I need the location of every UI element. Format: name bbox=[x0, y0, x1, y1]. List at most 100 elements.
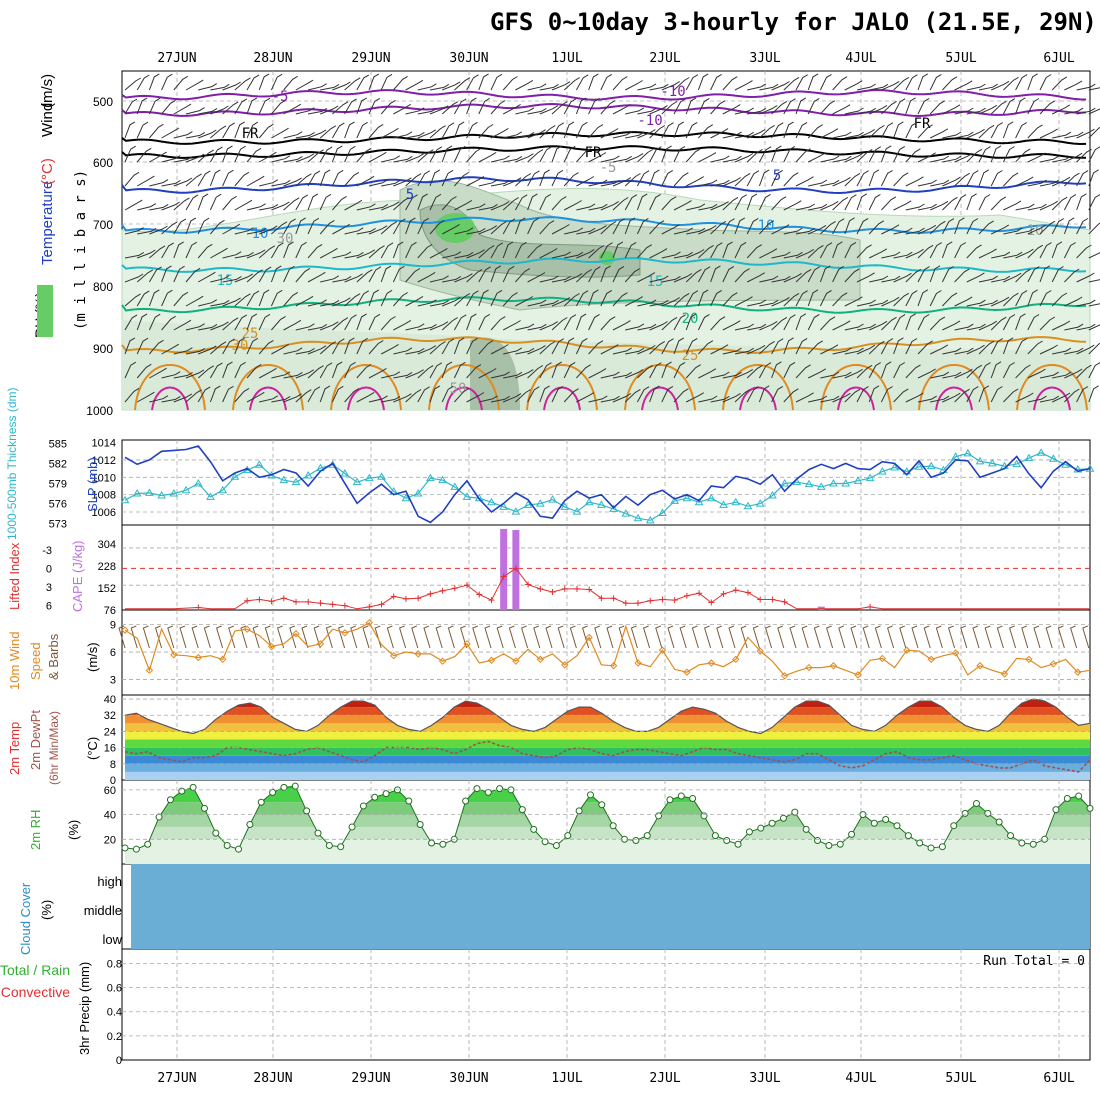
wind-barb bbox=[1039, 290, 1052, 307]
wind-barb bbox=[356, 147, 372, 163]
wind-barb bbox=[301, 625, 309, 649]
li-point bbox=[268, 598, 275, 605]
wind-barb bbox=[478, 179, 498, 187]
rh-point bbox=[711, 832, 719, 840]
wind-barb bbox=[844, 241, 857, 259]
wind-barb bbox=[588, 313, 600, 331]
wind-barb bbox=[198, 299, 218, 307]
wind-barb bbox=[942, 76, 958, 91]
wind-barb bbox=[527, 107, 547, 115]
wind-barb bbox=[661, 196, 677, 211]
wind-barb bbox=[185, 267, 201, 283]
wind-barb bbox=[283, 197, 300, 211]
wind-barb bbox=[283, 241, 294, 259]
wind-barb bbox=[636, 217, 649, 235]
wind-barb bbox=[136, 313, 148, 331]
li-point bbox=[610, 595, 617, 602]
wind-barb bbox=[173, 347, 193, 355]
wind-barb bbox=[880, 145, 892, 163]
date-label-top: 28JUN bbox=[253, 51, 292, 66]
wind-barb bbox=[453, 314, 467, 331]
wind-barb bbox=[746, 364, 763, 379]
rh-band bbox=[125, 802, 1090, 815]
date-label-bottom: 5JUL bbox=[945, 1071, 976, 1086]
wind-barb bbox=[466, 290, 479, 307]
wind-barb bbox=[734, 107, 754, 115]
wind-barb bbox=[832, 392, 851, 403]
wind-speed-point bbox=[487, 656, 496, 664]
wind-barb bbox=[1039, 200, 1059, 211]
wind-barb bbox=[508, 625, 516, 649]
wind-barb bbox=[612, 393, 632, 403]
wind-barb bbox=[368, 203, 389, 211]
wind-barb bbox=[637, 244, 653, 259]
temp-contour-25 bbox=[121, 336, 1087, 354]
wind-barb bbox=[429, 341, 446, 355]
wind-barb bbox=[820, 179, 840, 187]
wind-barb bbox=[990, 170, 1003, 187]
wind-barb bbox=[502, 76, 518, 91]
wind-barb bbox=[746, 170, 760, 187]
wind-barb bbox=[954, 172, 970, 187]
wind-barb bbox=[344, 251, 364, 259]
wind-barb bbox=[844, 347, 864, 355]
wind-barb bbox=[240, 625, 248, 649]
wind-barb bbox=[234, 337, 245, 355]
date-label-bottom: 30JUN bbox=[449, 1071, 488, 1086]
wind-barb bbox=[881, 196, 897, 211]
wind-speed-point bbox=[561, 661, 569, 669]
wind-barb bbox=[417, 365, 434, 379]
wind-barb bbox=[954, 242, 967, 259]
sounding-ytick: 700 bbox=[93, 218, 113, 232]
wind-barb bbox=[1002, 314, 1016, 331]
wind-barb bbox=[734, 153, 754, 163]
wind-barb bbox=[588, 245, 605, 259]
wind-barb bbox=[405, 217, 416, 235]
cape-tick: 228 bbox=[98, 561, 116, 573]
wind-barb bbox=[258, 97, 271, 115]
wind-barb bbox=[911, 625, 919, 649]
wind-barb bbox=[954, 268, 970, 283]
thickness-point bbox=[670, 496, 680, 504]
temp-contour-minus5 bbox=[121, 102, 1087, 118]
wind-barb bbox=[136, 337, 149, 355]
cape-axis-label: CAPE (J/kg) bbox=[70, 540, 85, 612]
wind-barb bbox=[441, 317, 458, 331]
wind-barb bbox=[649, 275, 669, 283]
wind-barb bbox=[1002, 146, 1015, 163]
wind-barb bbox=[124, 273, 144, 283]
wind-barb bbox=[673, 121, 685, 139]
wind-barb bbox=[734, 388, 751, 403]
freezing-level-line bbox=[121, 131, 1087, 146]
wind-barb bbox=[514, 217, 526, 235]
li-point bbox=[280, 595, 287, 602]
wind-barb bbox=[417, 323, 437, 331]
thickness-point bbox=[352, 477, 362, 486]
wind-barb bbox=[881, 275, 901, 283]
wind-barb bbox=[825, 625, 834, 649]
wind-barb bbox=[783, 292, 800, 307]
thickness-point bbox=[1048, 454, 1058, 462]
thickness-tick: 573 bbox=[49, 519, 67, 531]
wind-barb bbox=[685, 176, 704, 187]
wind-barb bbox=[710, 179, 730, 187]
thickness-point bbox=[584, 497, 594, 506]
li-point bbox=[781, 598, 788, 605]
wind-barb bbox=[563, 314, 577, 331]
wind-speed-point bbox=[829, 662, 838, 670]
wind-barb bbox=[1003, 251, 1023, 259]
thickness-point bbox=[426, 473, 435, 482]
rh-point bbox=[972, 799, 980, 807]
wind-barb bbox=[1063, 217, 1075, 235]
wind-barb bbox=[893, 388, 909, 403]
wind-barb bbox=[954, 131, 974, 139]
wind-barb bbox=[148, 73, 160, 91]
thickness-point bbox=[169, 489, 179, 497]
temp-band bbox=[125, 739, 1090, 748]
temp-band bbox=[125, 715, 1090, 724]
wind-barb bbox=[490, 265, 502, 283]
wind-barb bbox=[649, 340, 666, 355]
wind-barb bbox=[118, 625, 126, 649]
wind-barb bbox=[1015, 268, 1031, 283]
rh-point bbox=[1052, 806, 1060, 814]
